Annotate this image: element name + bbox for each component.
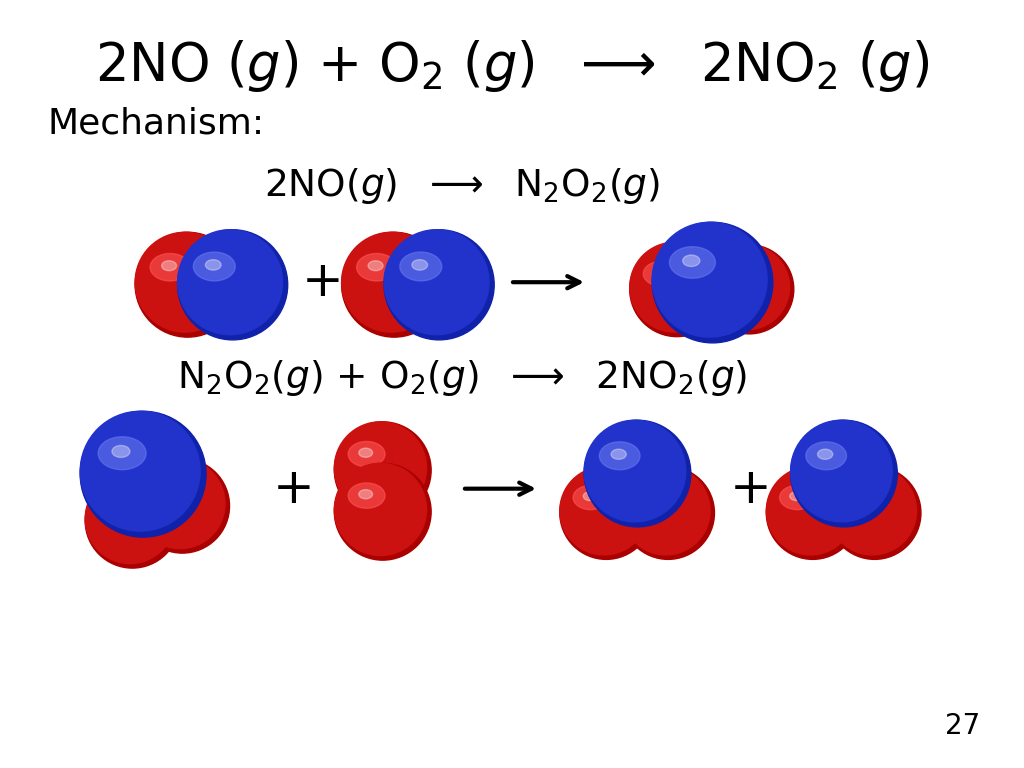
Ellipse shape [135, 458, 229, 553]
Ellipse shape [630, 242, 720, 332]
Ellipse shape [80, 412, 206, 537]
Ellipse shape [194, 252, 236, 281]
Ellipse shape [368, 260, 383, 270]
Ellipse shape [670, 247, 716, 278]
Ellipse shape [135, 458, 225, 548]
Ellipse shape [560, 467, 652, 559]
Ellipse shape [817, 449, 833, 459]
Ellipse shape [683, 255, 699, 266]
Ellipse shape [622, 467, 715, 559]
Text: +: + [273, 465, 314, 513]
Ellipse shape [852, 492, 865, 501]
Ellipse shape [358, 490, 373, 499]
Ellipse shape [384, 230, 495, 340]
Ellipse shape [148, 478, 184, 502]
Ellipse shape [98, 493, 134, 518]
Ellipse shape [348, 442, 385, 467]
Ellipse shape [85, 474, 179, 568]
Ellipse shape [162, 260, 176, 270]
Ellipse shape [643, 261, 679, 286]
Ellipse shape [584, 492, 597, 501]
Ellipse shape [622, 467, 710, 555]
Text: N$_2$O$_2$($g$) + O$_2$($g$)  $\longrightarrow$  2NO$_2$($g$): N$_2$O$_2$($g$) + O$_2$($g$) $\longright… [177, 358, 748, 399]
Ellipse shape [653, 268, 667, 276]
Ellipse shape [635, 485, 671, 510]
Ellipse shape [159, 485, 172, 493]
Ellipse shape [705, 245, 790, 329]
Text: +: + [729, 465, 771, 513]
Text: Mechanism:: Mechanism: [47, 107, 264, 141]
Ellipse shape [790, 492, 803, 501]
Ellipse shape [560, 467, 648, 555]
Ellipse shape [98, 437, 146, 470]
Ellipse shape [791, 420, 897, 527]
Ellipse shape [599, 442, 640, 470]
Ellipse shape [206, 260, 221, 270]
Ellipse shape [645, 492, 658, 501]
Text: 2NO ($g$) + O$_2$ ($g$)  $\longrightarrow$  2NO$_2$ ($g$): 2NO ($g$) + O$_2$ ($g$) $\longrightarrow… [95, 38, 929, 94]
Ellipse shape [348, 483, 385, 508]
Ellipse shape [652, 222, 767, 337]
Ellipse shape [85, 474, 175, 564]
Ellipse shape [766, 467, 855, 555]
Ellipse shape [135, 232, 240, 337]
Ellipse shape [177, 230, 288, 340]
Ellipse shape [652, 222, 773, 343]
Ellipse shape [358, 448, 373, 457]
Ellipse shape [342, 232, 446, 337]
Ellipse shape [135, 232, 236, 332]
Text: 2NO($g$)  $\longrightarrow$  N$_2$O$_2$($g$): 2NO($g$) $\longrightarrow$ N$_2$O$_2$($g… [264, 166, 660, 206]
Ellipse shape [342, 232, 441, 332]
Text: 27: 27 [945, 712, 981, 740]
Text: +: + [302, 258, 344, 306]
Ellipse shape [630, 242, 724, 336]
Ellipse shape [412, 260, 428, 270]
Ellipse shape [779, 485, 815, 510]
Ellipse shape [334, 463, 431, 560]
Ellipse shape [842, 485, 877, 510]
Ellipse shape [151, 253, 190, 281]
Ellipse shape [791, 420, 892, 521]
Ellipse shape [356, 253, 396, 281]
Ellipse shape [584, 420, 691, 527]
Ellipse shape [399, 252, 441, 281]
Ellipse shape [806, 442, 847, 470]
Ellipse shape [334, 422, 427, 514]
Ellipse shape [334, 422, 431, 518]
Ellipse shape [177, 230, 283, 335]
Ellipse shape [828, 467, 921, 559]
Ellipse shape [584, 420, 686, 521]
Ellipse shape [766, 467, 859, 559]
Ellipse shape [573, 485, 608, 510]
Ellipse shape [828, 467, 916, 555]
Ellipse shape [705, 245, 794, 334]
Ellipse shape [384, 230, 488, 335]
Ellipse shape [334, 463, 427, 555]
Ellipse shape [727, 269, 740, 277]
Ellipse shape [611, 449, 627, 459]
Ellipse shape [112, 445, 130, 458]
Ellipse shape [80, 412, 200, 531]
Ellipse shape [718, 263, 752, 286]
Ellipse shape [109, 499, 123, 508]
